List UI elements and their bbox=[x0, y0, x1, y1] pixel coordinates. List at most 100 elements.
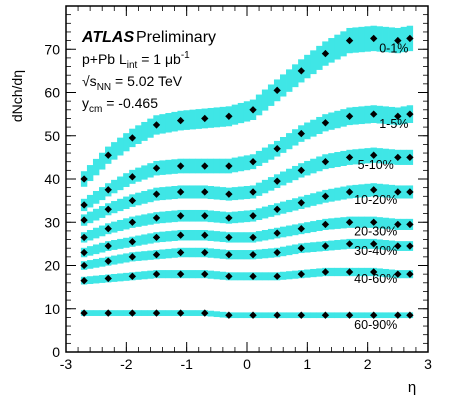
band-5-10- bbox=[141, 191, 148, 204]
band-10-20- bbox=[159, 211, 166, 224]
point-5-10- bbox=[249, 188, 257, 196]
band-10-20- bbox=[237, 211, 245, 223]
band-1-5- bbox=[364, 105, 371, 124]
band-0-1- bbox=[183, 110, 190, 130]
band-5-10- bbox=[135, 192, 142, 206]
band-20-30- bbox=[316, 219, 323, 232]
band-5-10- bbox=[400, 149, 408, 165]
band-30-40- bbox=[364, 238, 371, 249]
band-1-5- bbox=[340, 109, 347, 127]
band-20-30- bbox=[123, 237, 130, 248]
point-60-90- bbox=[152, 309, 161, 317]
band-60-90- bbox=[195, 310, 202, 316]
band-1-5- bbox=[189, 158, 196, 174]
band-10-20- bbox=[243, 210, 251, 223]
band-60-90- bbox=[316, 312, 323, 319]
band-0-1- bbox=[165, 113, 172, 133]
band-0-1- bbox=[280, 74, 287, 97]
band-10-20- bbox=[213, 211, 221, 223]
point-40-60- bbox=[273, 272, 281, 280]
point-5-10- bbox=[345, 153, 354, 162]
band-30-40- bbox=[111, 255, 118, 265]
point-10-20- bbox=[128, 218, 137, 226]
band-20-30- bbox=[364, 216, 371, 228]
band-5-10- bbox=[189, 185, 196, 199]
band-0-1- bbox=[92, 158, 100, 176]
band-20-30- bbox=[310, 221, 317, 233]
band-40-60- bbox=[352, 267, 359, 277]
point-0-1- bbox=[152, 121, 161, 129]
band-0-1- bbox=[255, 94, 263, 116]
band-5-10- bbox=[183, 185, 190, 199]
band-1-5- bbox=[358, 106, 365, 125]
band-0-1- bbox=[364, 26, 371, 52]
band-30-40- bbox=[171, 248, 178, 258]
band-20-30- bbox=[376, 217, 383, 229]
band-10-20- bbox=[123, 218, 130, 230]
band-30-40- bbox=[92, 258, 100, 268]
point-40-60- bbox=[345, 268, 354, 276]
band-60-90- bbox=[231, 312, 239, 319]
band-60-90- bbox=[340, 312, 347, 319]
band-0-1- bbox=[352, 27, 359, 53]
band-0-1- bbox=[334, 34, 341, 60]
band-60-90- bbox=[328, 312, 335, 319]
point-40-60- bbox=[104, 274, 112, 283]
band-1-5- bbox=[334, 110, 341, 129]
band-30-40- bbox=[243, 250, 251, 260]
band-10-20- bbox=[111, 221, 118, 233]
x-tick-label: -2 bbox=[120, 356, 133, 372]
band-1-5- bbox=[310, 119, 317, 137]
point-30-40- bbox=[394, 242, 402, 250]
band-60-90- bbox=[358, 312, 365, 319]
band-60-90- bbox=[147, 310, 154, 316]
band-5-10- bbox=[364, 148, 371, 164]
band-0-1- bbox=[99, 152, 106, 170]
band-20-30- bbox=[243, 232, 251, 243]
band-30-40- bbox=[86, 260, 94, 269]
point-60-90- bbox=[225, 311, 233, 319]
y-tick-label: 30 bbox=[44, 214, 60, 230]
annotation-block: ATLAS Preliminary p+Pb Lint = 1 μb-1 √sN… bbox=[81, 29, 216, 115]
band-60-90- bbox=[189, 310, 196, 316]
band-60-90- bbox=[382, 312, 389, 319]
band-0-1- bbox=[328, 38, 335, 63]
band-0-1- bbox=[147, 118, 154, 138]
band-0-1- bbox=[286, 69, 293, 92]
band-60-90- bbox=[310, 312, 317, 319]
band-1-5- bbox=[292, 129, 299, 146]
point-10-20- bbox=[370, 186, 378, 194]
point-1-5- bbox=[104, 186, 112, 194]
band-10-20- bbox=[304, 194, 311, 208]
band-30-40- bbox=[189, 247, 196, 258]
point-30-40- bbox=[370, 240, 378, 248]
band-20-30- bbox=[286, 225, 293, 237]
point-60-90- bbox=[104, 309, 112, 317]
band-30-40- bbox=[400, 241, 408, 251]
band-1-5- bbox=[195, 158, 202, 174]
band-0-1- bbox=[261, 89, 269, 111]
band-10-20- bbox=[382, 184, 389, 198]
band-10-20- bbox=[92, 227, 100, 239]
band-0-1- bbox=[111, 142, 118, 160]
band-5-10- bbox=[213, 186, 221, 200]
band-60-90- bbox=[171, 310, 178, 316]
band-10-20- bbox=[141, 214, 148, 226]
band-40-60- bbox=[328, 267, 335, 277]
band-0-1- bbox=[388, 27, 395, 53]
band-5-10- bbox=[376, 148, 383, 164]
point-0-1- bbox=[225, 112, 233, 120]
band-60-90- bbox=[267, 312, 275, 319]
band-40-60- bbox=[165, 270, 172, 279]
point-60-90- bbox=[321, 311, 330, 319]
band-0-1- bbox=[340, 31, 347, 57]
band-30-40- bbox=[340, 239, 347, 250]
band-60-90- bbox=[123, 310, 130, 316]
point-0-1- bbox=[406, 34, 414, 43]
series-label: 1-5% bbox=[379, 117, 408, 131]
band-5-10- bbox=[99, 206, 106, 218]
band-60-90- bbox=[376, 312, 383, 319]
band-20-30- bbox=[165, 231, 172, 242]
band-60-90- bbox=[213, 311, 221, 318]
